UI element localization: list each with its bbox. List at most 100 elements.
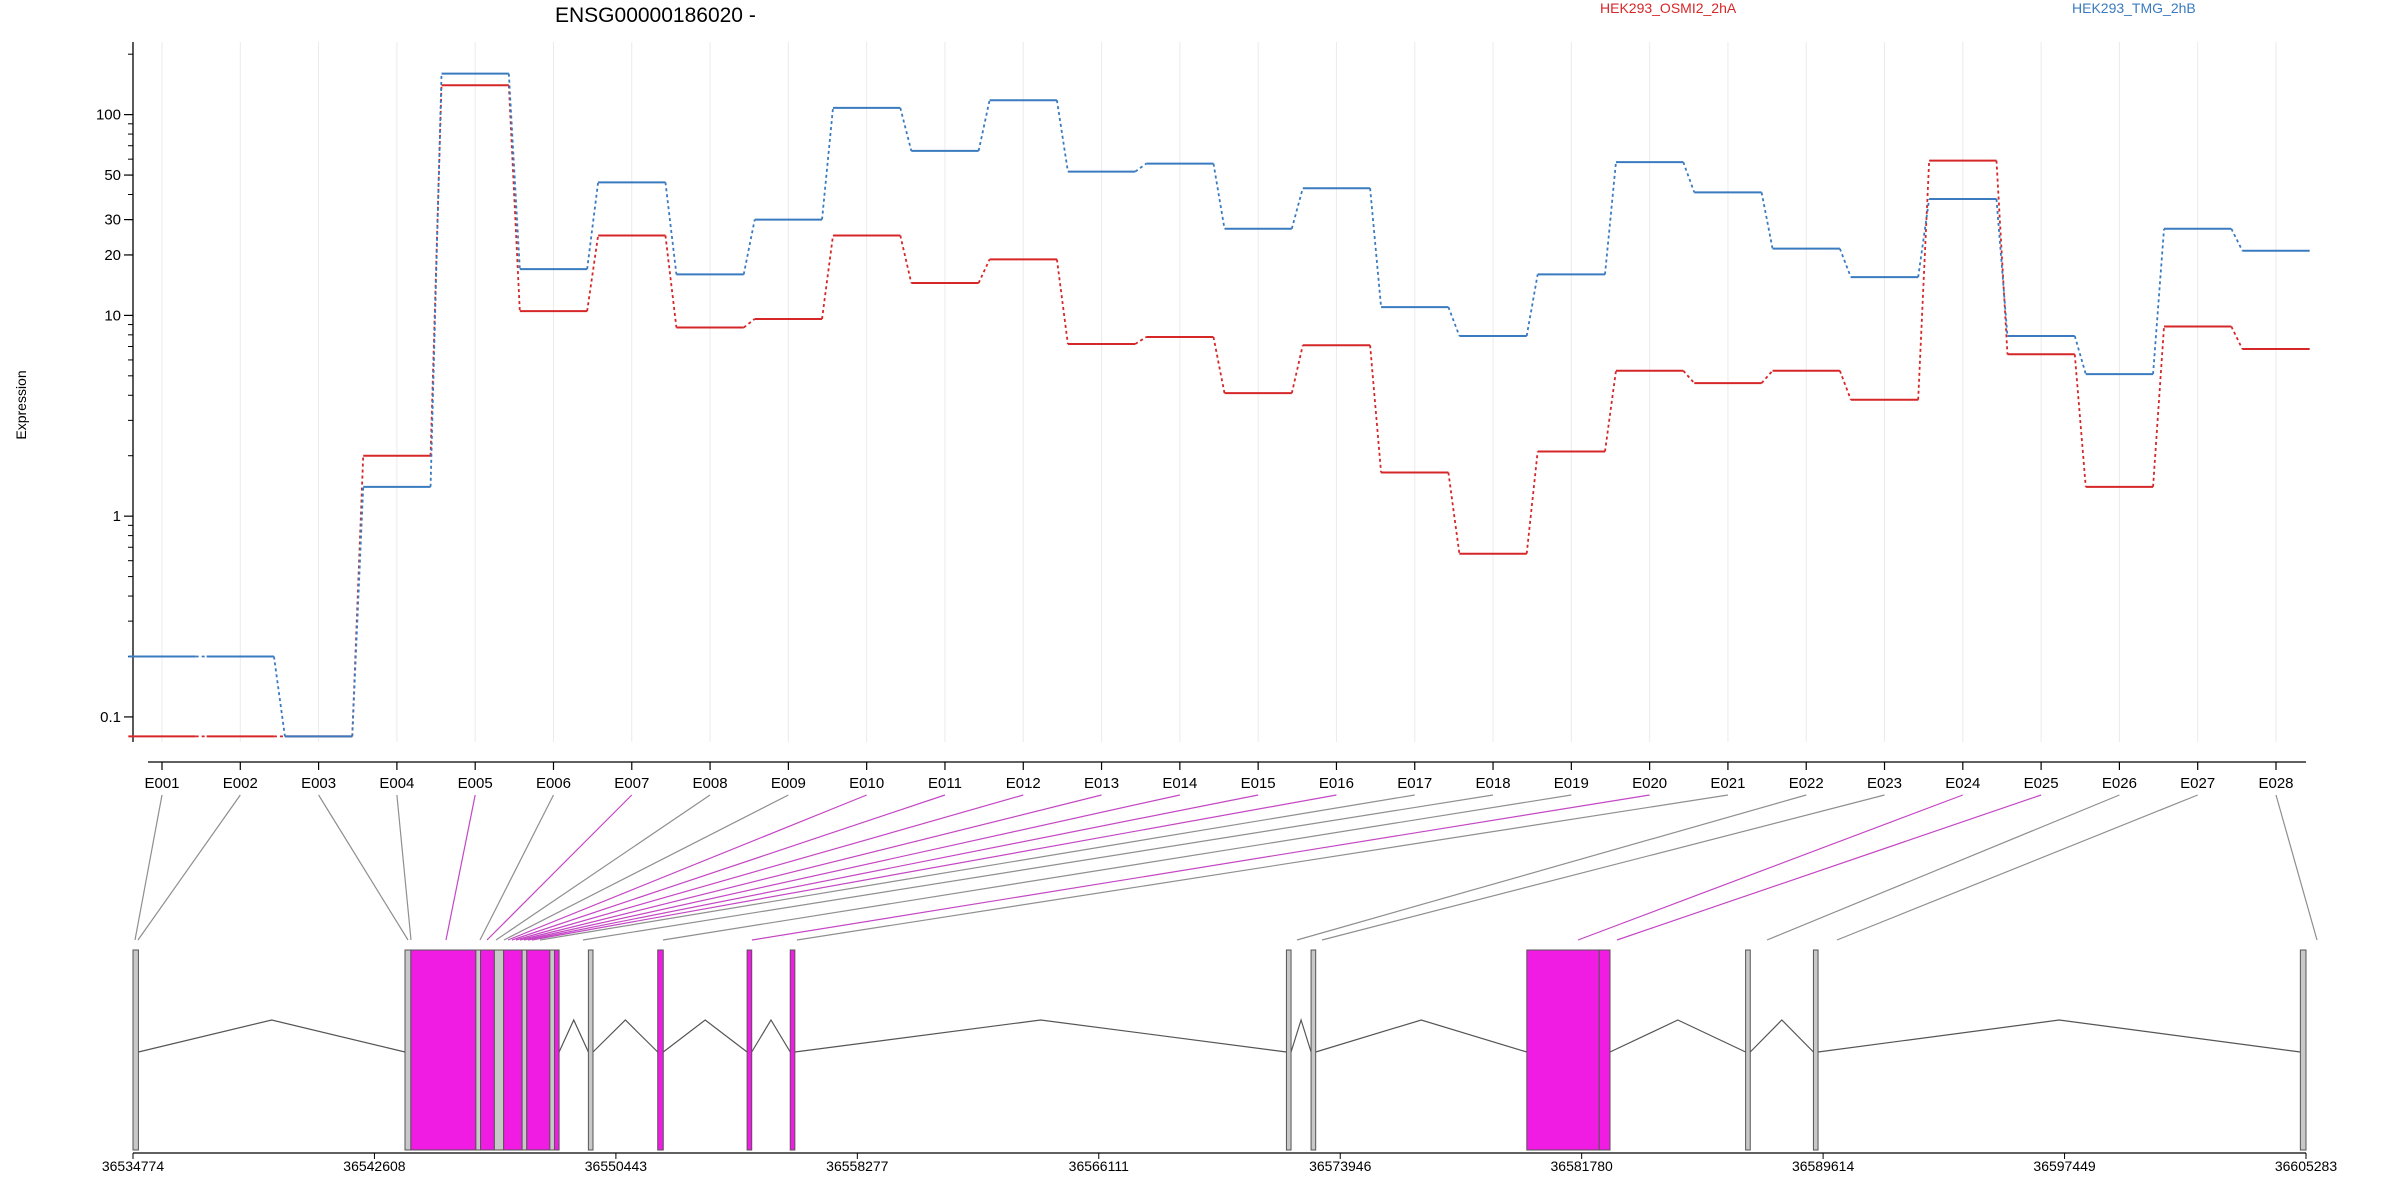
x-tick-label-e019: E019 — [1554, 775, 1589, 792]
intron-arc — [1609, 1019, 1746, 1053]
connector — [582, 794, 1494, 941]
y-tick-label: 10 — [104, 307, 121, 324]
legend-label-series-1: HEK293_OSMI2_2hA — [1600, 0, 1737, 16]
series-2-step — [1995, 198, 2009, 337]
connector — [1321, 794, 1885, 941]
genomic-coordinate-label: 36573946 — [1309, 1158, 1372, 1174]
series-2-step — [1604, 162, 1617, 275]
x-tick-label-e025: E025 — [2024, 775, 2059, 792]
series-2-step — [1917, 198, 1931, 278]
series-1-step — [1760, 370, 1774, 384]
series-1-step — [2152, 326, 2165, 487]
connector — [539, 794, 1415, 941]
series-1-step — [1447, 472, 1461, 554]
x-tick-label-e018: E018 — [1476, 775, 1511, 792]
exon-block-highlighted — [503, 949, 523, 1151]
series-2-step — [2230, 228, 2244, 252]
series-1-step — [821, 235, 834, 320]
y-tick-label: 30 — [104, 212, 121, 229]
x-tick-label-e026: E026 — [2102, 775, 2137, 792]
grid — [161, 42, 2277, 742]
series-1-step — [1212, 336, 1226, 394]
connector-highlighted — [751, 794, 1650, 941]
series-2 — [128, 72, 2310, 738]
exon-connectors — [134, 794, 2318, 941]
intron-arc — [1817, 1019, 2301, 1053]
x-tick-label-e014: E014 — [1162, 775, 1197, 792]
series-1-step — [1369, 345, 1382, 473]
intron-arc — [662, 1019, 748, 1053]
x-tick-label-e024: E024 — [1945, 775, 1980, 792]
x-tick-label-e013: E013 — [1084, 775, 1119, 792]
series-2-step — [273, 656, 286, 737]
x-tick-label-e023: E023 — [1867, 775, 1902, 792]
y-axis-label: Expression — [13, 370, 29, 439]
genomic-coordinate-label: 36605283 — [2275, 1158, 2338, 1174]
x-tick-label-e006: E006 — [536, 775, 571, 792]
series-2-step — [1682, 161, 1696, 193]
connector — [1836, 794, 2198, 941]
series-1-step — [1839, 370, 1852, 401]
x-tick-label-e007: E007 — [614, 775, 649, 792]
connector — [318, 794, 409, 941]
x-tick-label-e009: E009 — [771, 775, 806, 792]
exon-block — [132, 949, 139, 1151]
connector-highlighted — [1616, 794, 2042, 941]
connector-highlighted — [523, 794, 1180, 941]
series-1-step — [1290, 345, 1304, 394]
x-tick-label-e027: E027 — [2180, 775, 2215, 792]
exon-block-highlighted — [1526, 949, 1600, 1151]
series-1-step — [743, 318, 756, 329]
exon-block — [475, 949, 482, 1151]
intron-arc — [1290, 1017, 1312, 1053]
series-1-step — [1525, 451, 1539, 554]
intron-arc — [558, 1018, 589, 1053]
chart-title: ENSG00000186020 - — [555, 4, 756, 27]
connector — [1296, 794, 1807, 941]
genomic-coordinate-label: 36589614 — [1792, 1158, 1855, 1174]
series-2-step — [821, 107, 834, 220]
exon-block — [521, 949, 528, 1151]
series-2-step — [1290, 187, 1304, 230]
x-tick-label-e010: E010 — [849, 775, 884, 792]
intron-arc — [592, 1019, 659, 1053]
y-tick-label: 100 — [96, 107, 121, 124]
exon-block-highlighted — [657, 949, 664, 1151]
series-1 — [128, 84, 2310, 738]
x-tick-label-e008: E008 — [693, 775, 728, 792]
series-2-step — [2073, 335, 2087, 375]
series-2-step — [1369, 188, 1382, 308]
x-tick-label-e028: E028 — [2258, 775, 2293, 792]
x-tick-label-e021: E021 — [1710, 775, 1745, 792]
connector — [495, 794, 711, 941]
series-1-step — [977, 259, 991, 284]
series-2-step — [351, 486, 365, 737]
exon-block-highlighted — [1598, 949, 1611, 1151]
series-2-step — [1056, 100, 1069, 172]
connector — [2275, 794, 2318, 941]
connector-highlighted — [527, 794, 1259, 941]
y-tick-label: 1 — [113, 508, 121, 525]
axes: 0.1 1 10 20 30 50 100 E001 E002 E003 E004 E005 E006 E… — [96, 42, 2306, 792]
series-1-step — [1917, 160, 1931, 400]
series-1-step — [1682, 370, 1695, 384]
x-tick-label-e001: E001 — [144, 775, 179, 792]
series-1-step — [507, 85, 521, 312]
x-tick-label-e016: E016 — [1319, 775, 1354, 792]
exon-block-highlighted — [410, 949, 477, 1151]
series-2-step — [1134, 162, 1147, 173]
connector-highlighted — [511, 794, 946, 941]
exon-block — [404, 949, 412, 1151]
series-1-step — [2230, 326, 2244, 350]
genomic-coordinate-label: 36558277 — [826, 1158, 889, 1174]
x-tick-label-e015: E015 — [1241, 775, 1276, 792]
series-2-step — [429, 73, 443, 487]
x-tick-label-e004: E004 — [379, 775, 414, 792]
connector — [503, 794, 789, 941]
connector-highlighted — [507, 794, 867, 941]
connector-highlighted — [445, 794, 476, 941]
connector — [1766, 794, 2120, 941]
series-1-step — [664, 235, 678, 328]
series-2-step — [1839, 248, 1852, 278]
x-tick-label-e003: E003 — [301, 775, 336, 792]
